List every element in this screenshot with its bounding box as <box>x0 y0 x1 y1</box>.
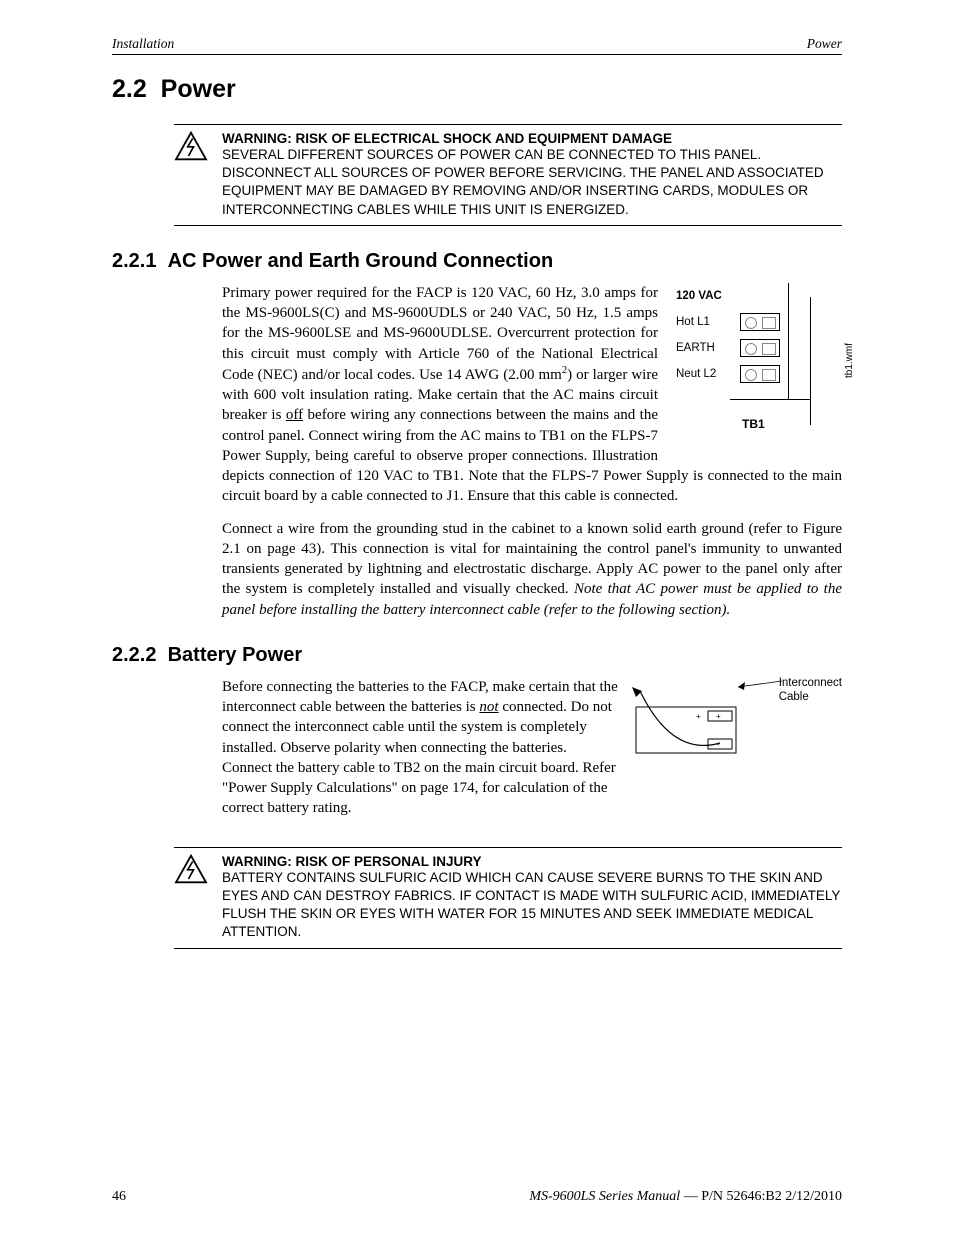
tb1-diagram: 120 VAC Hot L1 EARTH Neut L2 TB1 tb1.wmf <box>672 283 842 443</box>
svg-text:+: + <box>696 712 701 721</box>
section-number: 2.2 <box>112 75 147 103</box>
battery-diagram: + - + - Interconnect Cable <box>632 677 842 777</box>
subsection-1-heading: 2.2.1 AC Power and Earth Ground Connecti… <box>112 250 842 273</box>
warning-triangle-icon <box>174 131 208 161</box>
tb1-heading: 120 VAC <box>672 290 734 302</box>
warning-shock: WARNING: RISK OF ELECTRICAL SHOCK AND EQ… <box>174 124 842 226</box>
terminal-icon <box>740 365 780 383</box>
warning-triangle-icon <box>174 854 208 884</box>
header-left: Installation <box>112 36 174 52</box>
sub2-title: Battery Power <box>168 644 303 666</box>
sub2-number: 2.2.2 <box>112 644 156 666</box>
section-heading: 2.2 Power <box>112 75 842 104</box>
warning2-title: WARNING: RISK OF PERSONAL INJURY <box>222 854 842 869</box>
subsection-2-heading: 2.2.2 Battery Power <box>112 644 842 667</box>
page-number: 46 <box>112 1189 126 1205</box>
page-footer: 46 MS-9600LS Series Manual — P/N 52646:B… <box>112 1189 842 1205</box>
section-title: Power <box>161 75 236 103</box>
batt-label-2: Cable <box>779 691 809 703</box>
footer-right: MS-9600LS Series Manual — P/N 52646:B2 2… <box>529 1189 842 1205</box>
terminal-icon <box>740 339 780 357</box>
warning1-title: WARNING: RISK OF ELECTRICAL SHOCK AND EQ… <box>222 131 842 146</box>
warning1-body: SEVERAL DIFFERENT SOURCES OF POWER CAN B… <box>222 146 842 219</box>
sub1-title: AC Power and Earth Ground Connection <box>168 250 554 272</box>
running-header: Installation Power <box>112 36 842 55</box>
svg-text:+: + <box>716 712 721 721</box>
tb1-row-0: Hot L1 <box>672 316 734 328</box>
tb1-bottom-label: TB1 <box>742 417 765 431</box>
terminal-icon <box>740 313 780 331</box>
paragraph-2: Connect a wire from the grounding stud i… <box>222 519 842 620</box>
tb1-row-1: EARTH <box>672 342 734 354</box>
tb1-row-2: Neut L2 <box>672 368 734 380</box>
warning-injury: WARNING: RISK OF PERSONAL INJURY BATTERY… <box>174 847 842 949</box>
sub1-number: 2.2.1 <box>112 250 156 272</box>
batt-label-1: Interconnect <box>779 677 842 689</box>
warning2-body: BATTERY CONTAINS SULFURIC ACID WHICH CAN… <box>222 869 842 942</box>
header-right: Power <box>807 36 842 52</box>
svg-text:-: - <box>717 740 720 749</box>
tb1-side-label: tb1.wmf <box>844 343 855 378</box>
